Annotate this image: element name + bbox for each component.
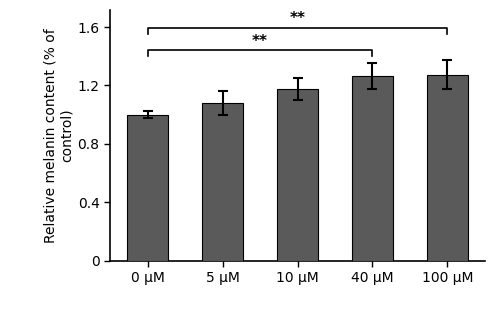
Bar (202, 103, 243, 261)
Bar (352, 76, 393, 261)
Text: **: ** (252, 34, 268, 49)
Bar (127, 115, 168, 261)
Bar (426, 74, 468, 261)
Text: **: ** (290, 11, 306, 26)
Bar (277, 89, 318, 261)
Y-axis label: Relative melanin content (% of
control): Relative melanin content (% of control) (43, 28, 74, 243)
